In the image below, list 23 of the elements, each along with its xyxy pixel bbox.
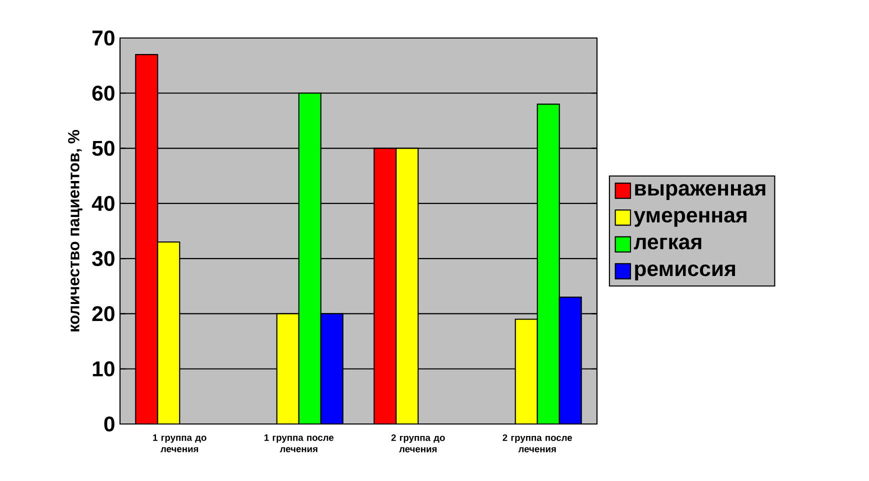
y-tick-label: 40 (92, 196, 114, 211)
y-tick-label: 50 (92, 140, 114, 156)
legend-label: выраженная (635, 184, 766, 200)
bar (135, 54, 158, 424)
y-tick-label: 20 (92, 306, 114, 322)
y-tick-label: 60 (92, 86, 114, 101)
x-tick-label: 1 группа до лечения (153, 434, 206, 452)
x-tick-label: 2 группа после лечения (502, 434, 572, 452)
x-tick-label: 1 группа после лечения (264, 434, 334, 452)
x-tick-label: 2 группа до лечения (391, 434, 445, 452)
bar (374, 148, 397, 424)
y-tick-label: 30 (92, 251, 114, 266)
legend-label: умеренная (634, 210, 746, 227)
y-tick-label: 10 (92, 361, 114, 376)
legend-label: ремиссия (635, 264, 736, 280)
y-tick-label: 70 (92, 30, 114, 46)
bar (298, 92, 322, 424)
bar (558, 296, 582, 424)
bar (320, 313, 344, 424)
y-axis-title: количество пациентов, % (68, 130, 82, 332)
bar (536, 104, 560, 424)
legend-label: легкая (634, 238, 702, 250)
y-tick-label: 0 (104, 416, 114, 432)
